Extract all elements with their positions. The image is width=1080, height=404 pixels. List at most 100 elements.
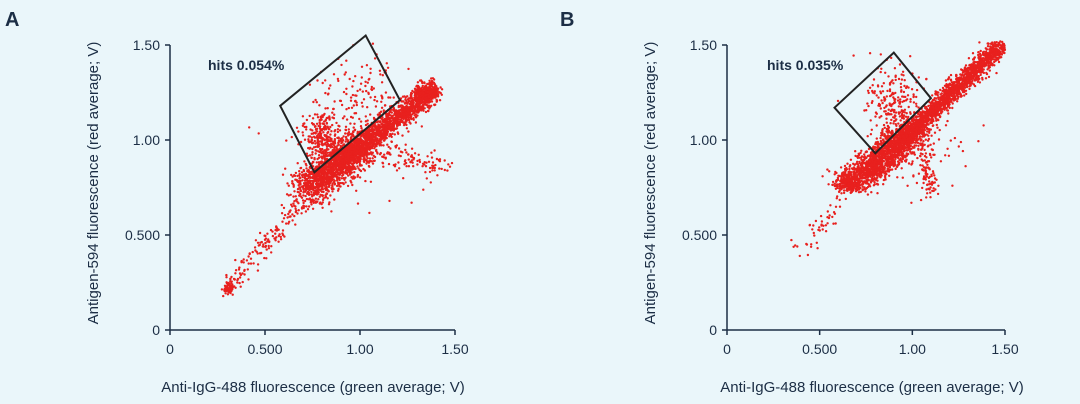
scatter-point — [348, 165, 351, 168]
scatter-point — [288, 210, 291, 213]
scatter-point — [307, 205, 311, 208]
scatter-point — [311, 207, 315, 210]
scatter-point — [403, 115, 406, 118]
scatter-point — [831, 180, 835, 184]
scatter-point — [320, 202, 323, 206]
scatter-point — [362, 146, 365, 149]
scatter-point — [386, 143, 389, 146]
x-tick-label: 0 — [166, 341, 174, 357]
scatter-point — [371, 162, 375, 165]
scatter-point — [385, 62, 388, 65]
scatter-point — [395, 169, 399, 172]
scatter-point — [327, 92, 330, 95]
scatter-point — [409, 115, 413, 118]
scatter-point — [431, 161, 435, 164]
scatter-point — [308, 189, 311, 192]
scatter-point — [409, 160, 412, 164]
scatter-point — [293, 214, 296, 218]
scatter-point — [425, 93, 428, 97]
scatter-point — [274, 239, 277, 242]
scatter-point — [385, 116, 388, 119]
scatter-point — [320, 151, 323, 154]
scatter-point — [299, 167, 302, 170]
scatter-point — [293, 190, 296, 193]
scatter-point — [302, 194, 305, 197]
scatter-point — [298, 172, 301, 176]
scatter-point — [276, 227, 279, 231]
scatter-point — [293, 200, 296, 203]
scatter-point — [310, 156, 313, 160]
scatter-point — [396, 119, 399, 123]
scatter-point — [390, 111, 393, 114]
scatter-point — [356, 173, 360, 177]
scatter-point — [347, 128, 350, 131]
scatter-point — [331, 184, 334, 187]
scatter-point — [368, 157, 372, 160]
scatter-point — [263, 256, 266, 260]
scatter-point — [327, 171, 330, 174]
scatter-point — [409, 102, 412, 105]
scatter-point — [438, 99, 442, 102]
scatter-point — [300, 207, 304, 210]
scatter-point — [365, 132, 369, 135]
scatter-point — [311, 153, 314, 156]
scatter-point — [263, 234, 266, 237]
scatter-point — [841, 179, 845, 183]
scatter-point — [336, 158, 339, 162]
scatter-point — [320, 181, 323, 185]
scatter-point — [377, 139, 380, 143]
scatter-point — [348, 169, 352, 172]
scatter-point — [313, 186, 317, 189]
scatter-point — [428, 170, 432, 174]
scatter-point — [367, 153, 371, 156]
scatter-point — [338, 125, 341, 128]
scatter-point — [234, 272, 237, 275]
scatter-point — [847, 182, 851, 185]
scatter-point — [331, 123, 334, 127]
scatter-point — [428, 107, 431, 110]
scatter-point — [417, 103, 420, 106]
scatter-point — [326, 197, 329, 200]
scatter-point — [372, 159, 376, 163]
scatter-point — [316, 136, 320, 140]
scatter-point — [378, 69, 382, 73]
scatter-point — [346, 184, 350, 188]
scatter-point — [241, 280, 244, 284]
scatter-point — [355, 189, 358, 192]
scatter-point — [264, 241, 267, 245]
scatter-point — [321, 179, 324, 182]
scatter-point — [430, 151, 433, 154]
scatter-point — [395, 110, 398, 114]
scatter-point — [421, 162, 425, 165]
scatter-point — [298, 176, 302, 179]
scatter-point — [314, 132, 317, 135]
scatter-point — [238, 272, 242, 275]
scatter-point — [319, 174, 322, 178]
scatter-point — [336, 156, 339, 159]
scatter-point — [420, 105, 423, 108]
scatter-point — [243, 273, 246, 276]
scatter-point — [337, 176, 341, 180]
scatter-point — [353, 171, 356, 174]
scatter-point — [838, 198, 841, 202]
scatter-point — [344, 181, 347, 184]
scatter-point — [336, 176, 339, 179]
scatter-point — [369, 160, 373, 163]
scatter-point — [335, 170, 338, 174]
scatter-point — [283, 235, 286, 238]
scatter-point — [842, 189, 846, 192]
scatter-point — [436, 94, 440, 98]
scatter-point — [345, 92, 348, 96]
scatter-point — [324, 118, 328, 122]
scatter-point — [304, 183, 307, 187]
scatter-point — [364, 140, 367, 144]
scatter-point — [312, 123, 315, 126]
scatter-point — [308, 83, 312, 86]
scatter-point — [292, 195, 295, 198]
scatter-point — [341, 159, 344, 163]
scatter-point — [333, 198, 336, 201]
scatter-point — [375, 100, 379, 103]
scatter-point — [281, 173, 285, 176]
scatter-point — [350, 136, 353, 139]
scatter-point — [365, 162, 368, 165]
